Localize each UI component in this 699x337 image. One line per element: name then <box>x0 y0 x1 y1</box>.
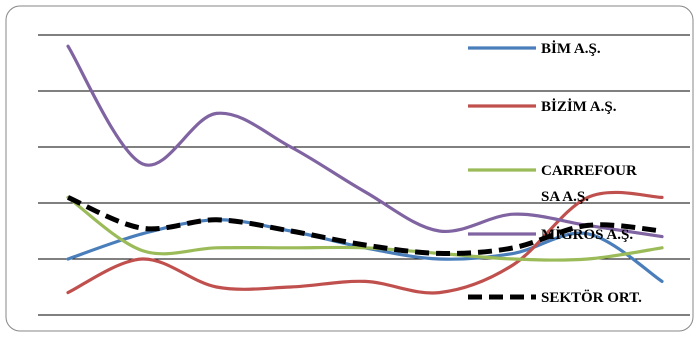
legend-label-1: BİZİM A.Ş. <box>541 98 617 115</box>
series-line-2 <box>66 195 664 262</box>
chart-border <box>5 5 694 332</box>
series-line-3 <box>66 44 664 239</box>
series-line-4 <box>67 195 663 256</box>
legend-label-4: SEKTÖR ORT. <box>541 289 642 306</box>
legend: BİM A.Ş. BİZİM A.Ş. CARREFOUR SA A.Ş. MİGROS… <box>468 40 642 306</box>
plot-area <box>66 44 664 295</box>
series-line-1 <box>66 190 664 295</box>
legend-label-3: MİGROS A.Ş. <box>541 226 633 243</box>
legend-label-0: BİM A.Ş. <box>541 40 601 57</box>
legend-label-2: CARREFOUR SA A.Ş. <box>541 163 637 205</box>
